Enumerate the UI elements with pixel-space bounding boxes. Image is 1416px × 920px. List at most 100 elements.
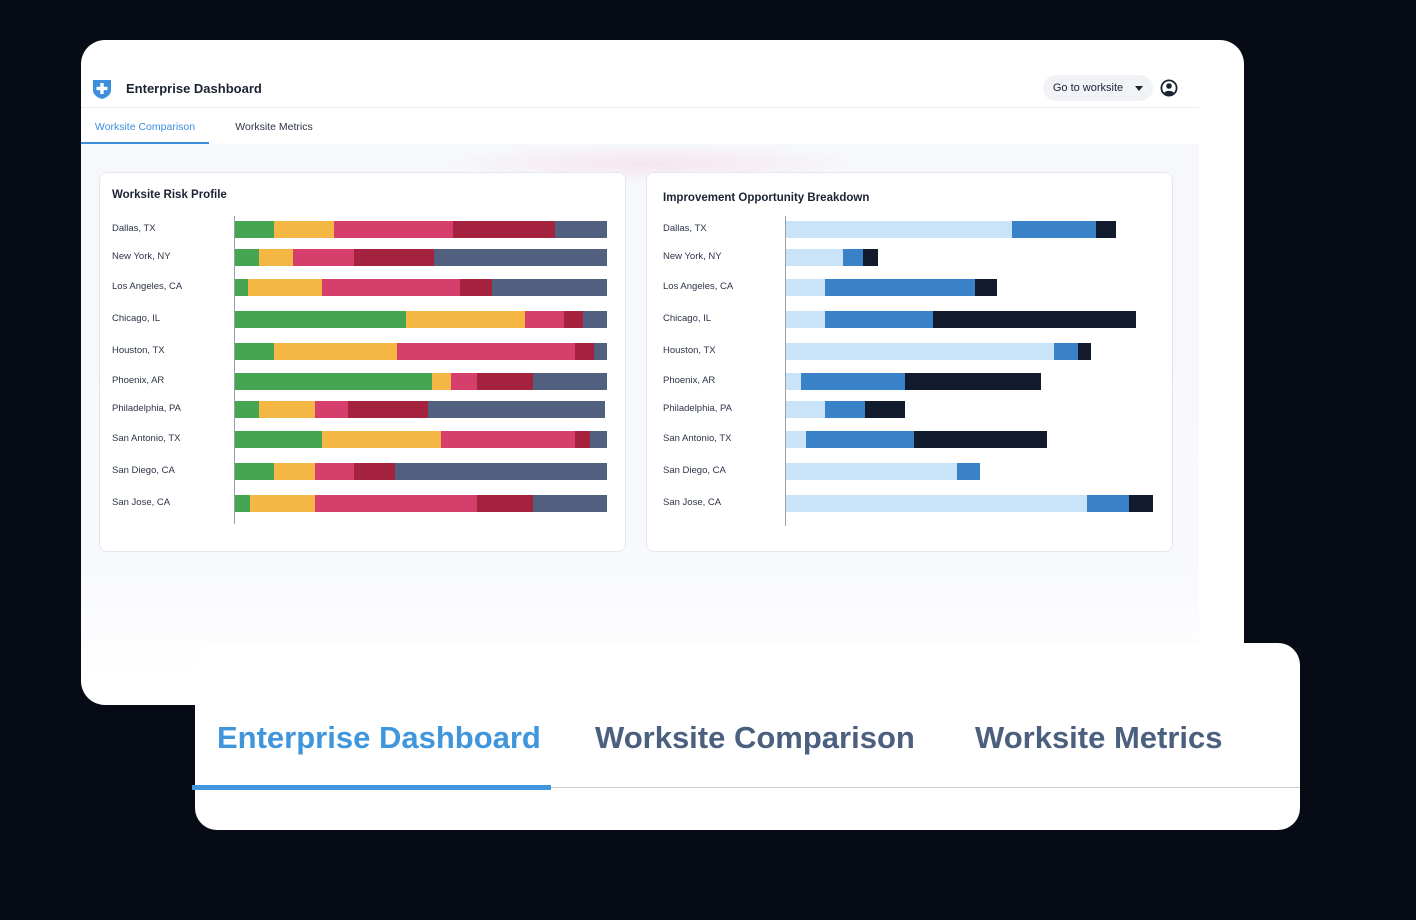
bar-segment[interactable] (452, 221, 555, 238)
bar-segment[interactable] (1096, 221, 1117, 238)
bar-segment[interactable] (274, 463, 315, 480)
bar-segment[interactable] (1086, 495, 1130, 512)
dashboard-content: Worksite Risk Profile Dallas, TX New York… (81, 144, 1199, 674)
bar-segment[interactable] (235, 495, 250, 512)
bar-segment[interactable] (322, 431, 442, 448)
bar-segment[interactable] (786, 431, 807, 448)
bar-segment[interactable] (786, 311, 825, 328)
overlay-tab-enterprise-dashboard[interactable]: Enterprise Dashboard (217, 720, 541, 755)
bar-segment[interactable] (476, 373, 533, 390)
category-label: Phoenix, AR (663, 375, 716, 386)
bar-segment[interactable] (905, 373, 1042, 390)
tab-bar: Worksite Comparison Worksite Metrics (81, 108, 1199, 144)
bar-segment[interactable] (491, 279, 607, 296)
bar-segment[interactable] (235, 373, 433, 390)
tab-worksite-metrics[interactable]: Worksite Metrics (235, 121, 313, 133)
bar-segment[interactable] (564, 311, 583, 328)
bar-segment[interactable] (450, 373, 477, 390)
category-label: San Jose, CA (663, 497, 722, 508)
bar-segment[interactable] (428, 401, 606, 418)
bar-segment[interactable] (274, 343, 397, 360)
bar-segment[interactable] (235, 431, 323, 448)
category-label: Dallas, TX (112, 223, 156, 234)
bar-segment[interactable] (476, 495, 533, 512)
bar-segment[interactable] (333, 221, 453, 238)
bar-segment[interactable] (322, 279, 461, 296)
overlay-tab-worksite-metrics[interactable]: Worksite Metrics (975, 720, 1223, 755)
bar-segment[interactable] (396, 343, 576, 360)
bar-segment[interactable] (914, 431, 1047, 448)
go-to-worksite-dropdown[interactable]: Go to worksite (1043, 75, 1153, 101)
bar-segment[interactable] (394, 463, 607, 480)
bar-segment[interactable] (932, 311, 1137, 328)
bar-segment[interactable] (593, 343, 607, 360)
overlay-tab-underline (195, 787, 1300, 788)
bar-segment[interactable] (434, 249, 607, 266)
bar-segment[interactable] (786, 343, 1054, 360)
bar-segment[interactable] (259, 249, 293, 266)
bar-segment[interactable] (1077, 343, 1091, 360)
bar-segment[interactable] (575, 343, 594, 360)
overlay-tab-worksite-comparison[interactable]: Worksite Comparison (595, 720, 915, 755)
bar-segment[interactable] (786, 279, 825, 296)
tab-worksite-comparison[interactable]: Worksite Comparison (81, 108, 209, 144)
bar-segment[interactable] (786, 221, 1012, 238)
bar-segment[interactable] (1129, 495, 1153, 512)
category-label: Houston, TX (663, 345, 716, 356)
bar-segment[interactable] (248, 279, 323, 296)
bar-segment[interactable] (1011, 221, 1097, 238)
bar-segment[interactable] (956, 463, 981, 480)
bar-segment[interactable] (554, 221, 607, 238)
bar-segment[interactable] (441, 431, 576, 448)
bar-segment[interactable] (259, 401, 315, 418)
bar-segment[interactable] (292, 249, 355, 266)
bar-segment[interactable] (786, 401, 825, 418)
bar-segment[interactable] (354, 463, 395, 480)
bar-segment[interactable] (975, 279, 998, 296)
bar-segment[interactable] (314, 401, 349, 418)
bar-segment[interactable] (314, 463, 355, 480)
bar-segment[interactable] (582, 311, 607, 328)
bar-segment[interactable] (235, 343, 275, 360)
bar-segment[interactable] (575, 431, 591, 448)
bar-segment[interactable] (354, 249, 434, 266)
bar-segment[interactable] (786, 373, 801, 390)
bar-segment[interactable] (274, 221, 334, 238)
bar-segment[interactable] (806, 431, 915, 448)
bar-segment[interactable] (314, 495, 477, 512)
bar-segment[interactable] (235, 401, 260, 418)
user-circle-icon[interactable] (1160, 79, 1178, 97)
bar-segment[interactable] (532, 495, 607, 512)
category-label: Los Angeles, CA (663, 281, 734, 292)
bar-segment[interactable] (824, 401, 865, 418)
shield-plus-icon[interactable] (91, 78, 113, 100)
bar-segment[interactable] (590, 431, 607, 448)
bar-segment[interactable] (842, 249, 864, 266)
bar-segment[interactable] (786, 249, 843, 266)
bar-segment[interactable] (800, 373, 906, 390)
bar-segment[interactable] (460, 279, 492, 296)
bar-segment[interactable] (786, 495, 1087, 512)
bar-segment[interactable] (249, 495, 315, 512)
bar-segment[interactable] (786, 463, 957, 480)
bar-segment[interactable] (824, 279, 975, 296)
bar-segment[interactable] (235, 463, 275, 480)
bar-segment[interactable] (235, 249, 260, 266)
bar-segment[interactable] (1053, 343, 1078, 360)
bar-segment[interactable] (532, 373, 607, 390)
category-label: Philadelphia, PA (112, 403, 182, 414)
category-label: New York, NY (112, 251, 171, 262)
bar-segment[interactable] (824, 311, 933, 328)
bar-segment[interactable] (863, 249, 878, 266)
caret-down-icon (1135, 85, 1144, 91)
bar-segment[interactable] (525, 311, 565, 328)
category-label: San Antonio, TX (112, 433, 181, 444)
bar-segment[interactable] (864, 401, 906, 418)
bar-segment[interactable] (348, 401, 429, 418)
bar-segment[interactable] (235, 221, 275, 238)
bar-segment[interactable] (406, 311, 526, 328)
bar-segment[interactable] (235, 311, 407, 328)
bar-segment[interactable] (235, 279, 249, 296)
category-label: San Diego, CA (112, 465, 175, 476)
bar-segment[interactable] (432, 373, 451, 390)
